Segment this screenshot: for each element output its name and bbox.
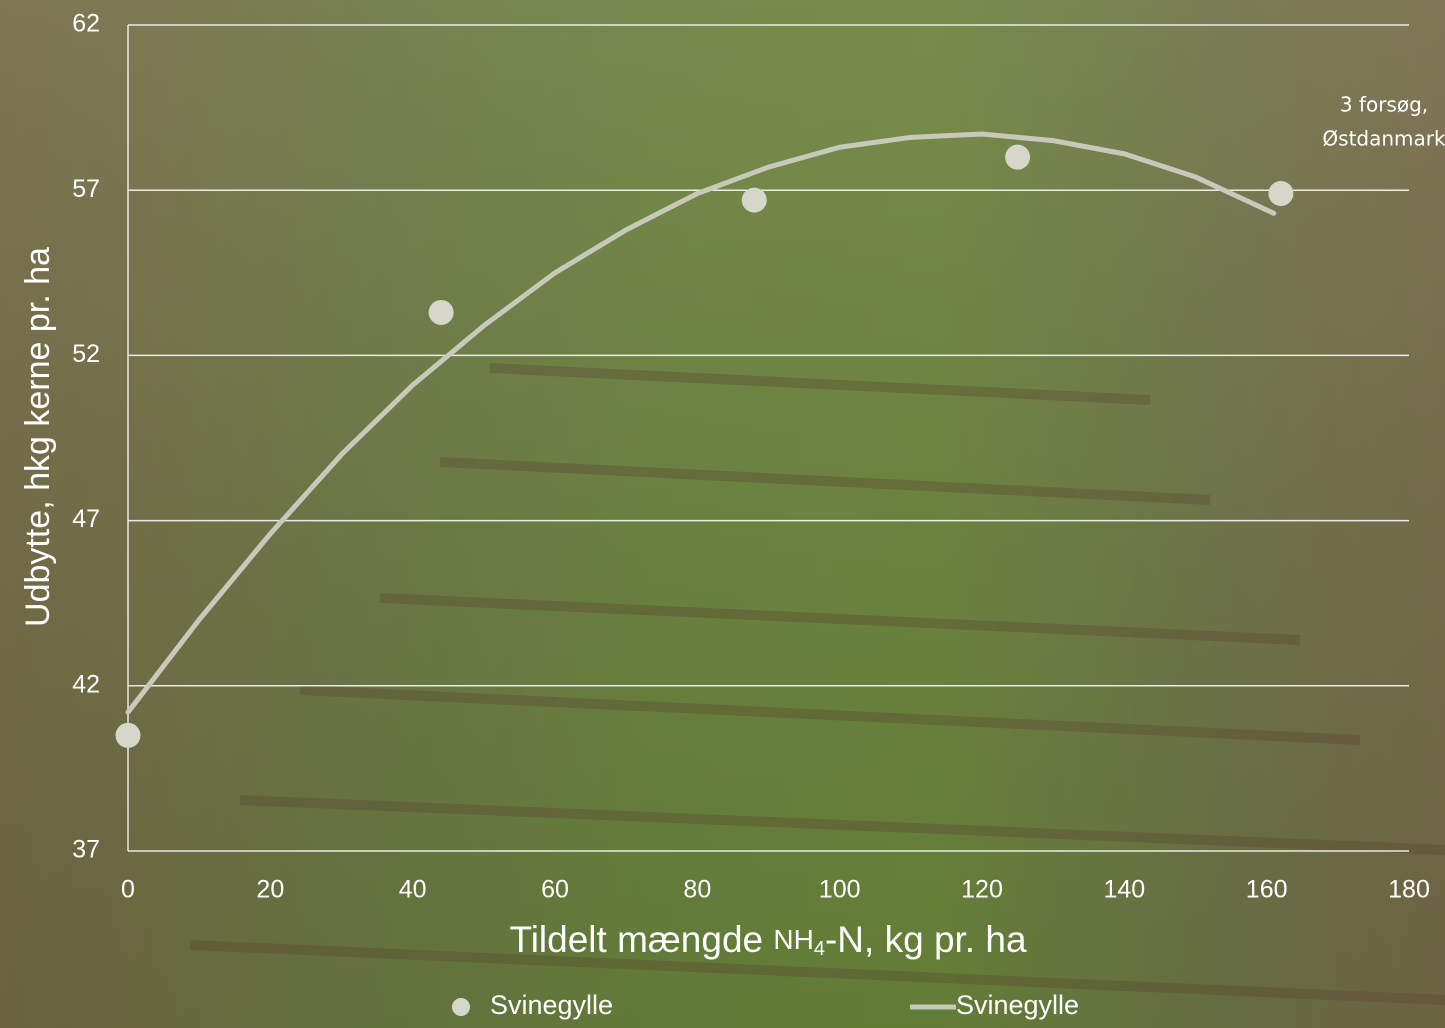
x-label-part: NH [773, 924, 813, 955]
field-rows [189, 363, 1445, 1005]
x-tick-label: 80 [683, 876, 711, 904]
data-point [741, 187, 767, 213]
data-point [1268, 181, 1294, 207]
x-label-subscript: 4 [814, 938, 825, 960]
data-point [115, 722, 141, 748]
x-tick-label: 0 [121, 876, 135, 904]
legend-swatch [452, 998, 470, 1016]
x-axis-label: Tildelt mængde NH4-N, kg pr. ha [509, 919, 1026, 961]
fit-curve [125, 131, 1277, 715]
legend-label: Svinegylle [490, 990, 613, 1020]
annotation: Østdanmark [1322, 127, 1445, 151]
x-tick-label: 100 [819, 876, 861, 904]
x-label-part: Tildelt mængde [509, 919, 773, 960]
data-point [428, 299, 454, 325]
x-tick-label: 60 [541, 876, 569, 904]
y-tick-label: 42 [72, 670, 100, 698]
y-tick-label: 37 [72, 836, 100, 864]
data-point [1005, 144, 1031, 170]
x-tick-label: 180 [1388, 876, 1430, 904]
x-tick-label: 160 [1246, 876, 1288, 904]
y-tick-label: 47 [72, 505, 100, 533]
x-tick-label: 20 [256, 876, 284, 904]
x-tick-label: 140 [1103, 876, 1145, 904]
x-tick-label: 40 [399, 876, 427, 904]
y-tick-label: 62 [72, 10, 100, 38]
legend-label: Svinegylle [956, 990, 1079, 1020]
x-tick-label: 120 [961, 876, 1003, 904]
y-tick-label: 52 [72, 340, 100, 368]
y-tick-label: 57 [72, 175, 100, 203]
x-label-part: -N, kg pr. ha [825, 919, 1027, 960]
y-axis-label: Udbytte, hkg kerne pr. ha [19, 247, 57, 627]
annotation: 3 forsøg, [1340, 93, 1428, 117]
